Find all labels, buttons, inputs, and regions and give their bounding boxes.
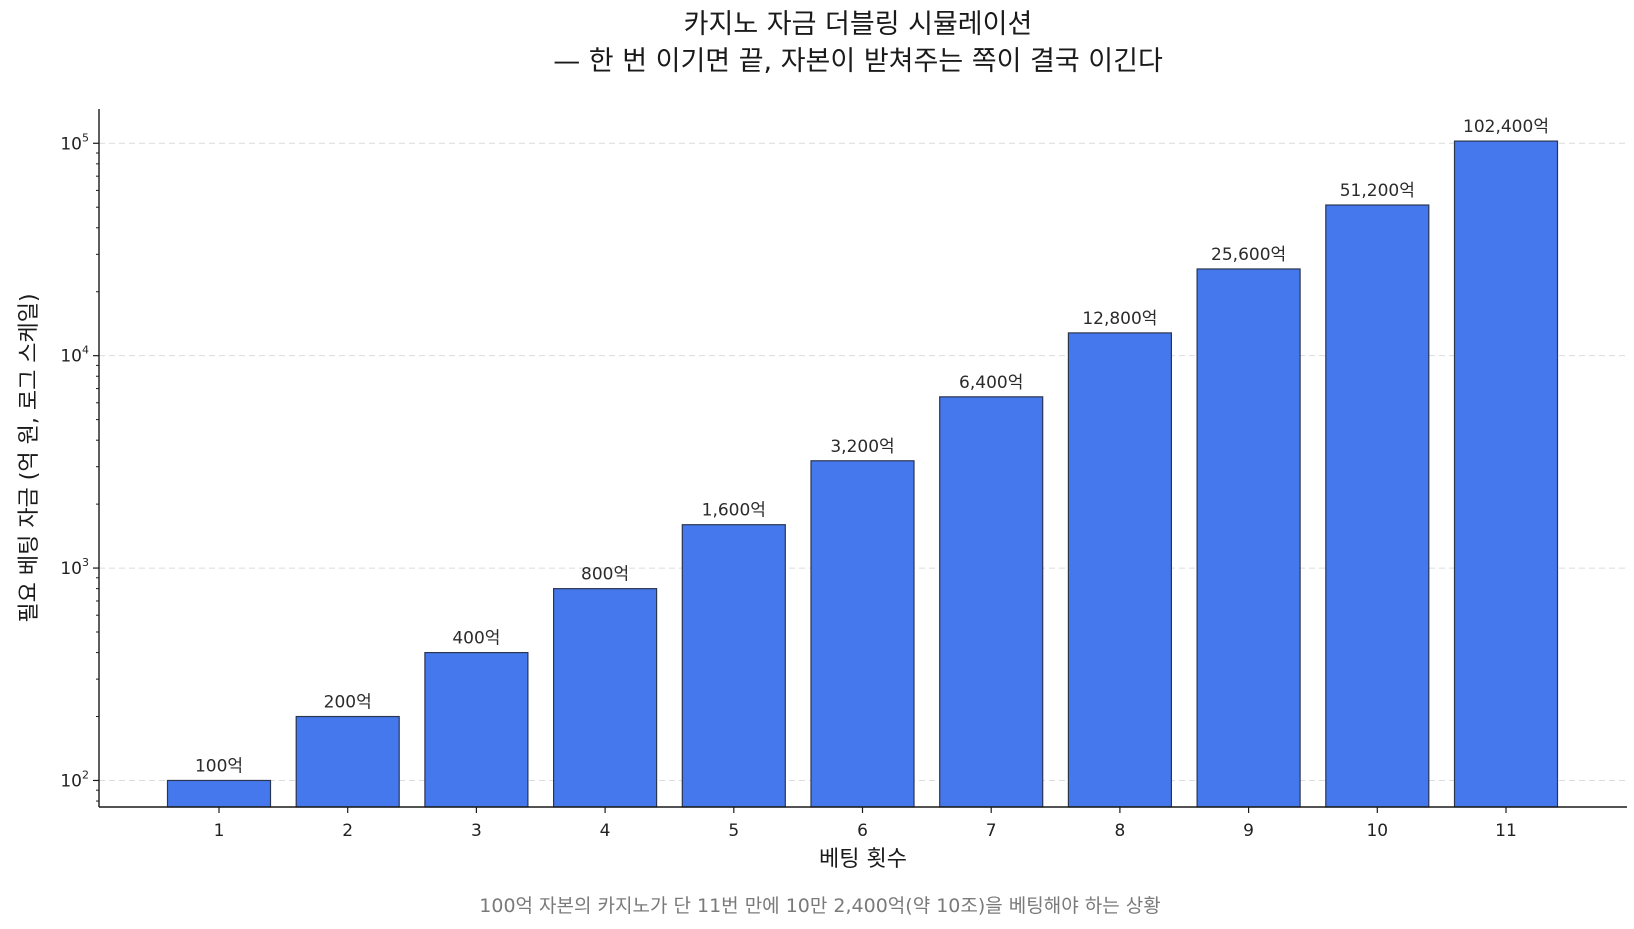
data-label-8: 12,800억: [1082, 309, 1157, 329]
y-axis-label: 필요 베팅 자금 (억 원, 로그 스케일): [17, 293, 42, 622]
bar-2: [295, 715, 400, 808]
data-label-1: 100억: [195, 756, 243, 776]
bars: [166, 140, 1559, 808]
x-ticks: 1 2 3 4 5 6 7 8 9 10 11: [214, 807, 1517, 841]
data-label-11: 102,400억: [1463, 117, 1549, 137]
data-label-4: 800억: [581, 565, 629, 585]
bar-11: [1453, 140, 1559, 808]
data-label-3: 400억: [452, 629, 500, 649]
y-tick-label: 104: [60, 344, 89, 367]
data-label-5: 1,600억: [702, 501, 766, 521]
x-tick-label-1: 1: [214, 821, 225, 841]
bar-10: [1325, 204, 1430, 808]
x-axis-label: 베팅 횟수: [819, 847, 907, 872]
x-tick-label-9: 9: [1243, 821, 1254, 841]
y-tick-label: 102: [60, 768, 89, 791]
data-label-7: 6,400억: [959, 373, 1023, 393]
x-tick-label-2: 2: [342, 821, 353, 841]
bar-5: [681, 524, 786, 808]
chart-caption: 100억 자본의 카지노가 단 11번 만에 10만 2,400억(약 10조)…: [479, 895, 1160, 917]
y-tick-label: 103: [60, 556, 89, 579]
chart-title-line-2: — 한 번 이기면 끝, 자본이 받쳐주는 쪽이 결국 이긴다: [553, 46, 1163, 77]
y-tick-label: 105: [60, 131, 89, 154]
data-labels: 100억 200억 400억 800억 1,600억 3,200억 6,400억 12,800…: [195, 117, 1549, 776]
data-label-2: 200억: [324, 693, 372, 713]
bar-8: [1067, 332, 1173, 808]
bar-6: [810, 460, 915, 808]
bar-4: [552, 588, 658, 808]
x-tick-label-8: 8: [1114, 821, 1125, 841]
data-label-10: 51,200억: [1340, 181, 1415, 201]
y-ticks: 102 103 104 105: [60, 131, 99, 802]
x-tick-label-11: 11: [1495, 821, 1517, 841]
x-tick-label-5: 5: [728, 821, 739, 841]
x-tick-label-7: 7: [986, 821, 997, 841]
chart-title-line-1: 카지노 자금 더블링 시뮬레이션: [684, 9, 1033, 40]
x-tick-label-3: 3: [471, 821, 482, 841]
bar-3: [424, 651, 529, 808]
bar-1: [166, 779, 272, 808]
data-label-6: 3,200억: [830, 437, 894, 457]
bar-7: [939, 396, 1044, 808]
x-tick-label-6: 6: [857, 821, 868, 841]
x-tick-label-4: 4: [600, 821, 611, 841]
bar-9: [1196, 268, 1301, 808]
data-label-9: 25,600억: [1211, 245, 1286, 265]
x-tick-label-10: 10: [1366, 821, 1388, 841]
